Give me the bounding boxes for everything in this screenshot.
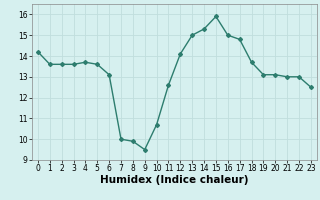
X-axis label: Humidex (Indice chaleur): Humidex (Indice chaleur) xyxy=(100,175,249,185)
